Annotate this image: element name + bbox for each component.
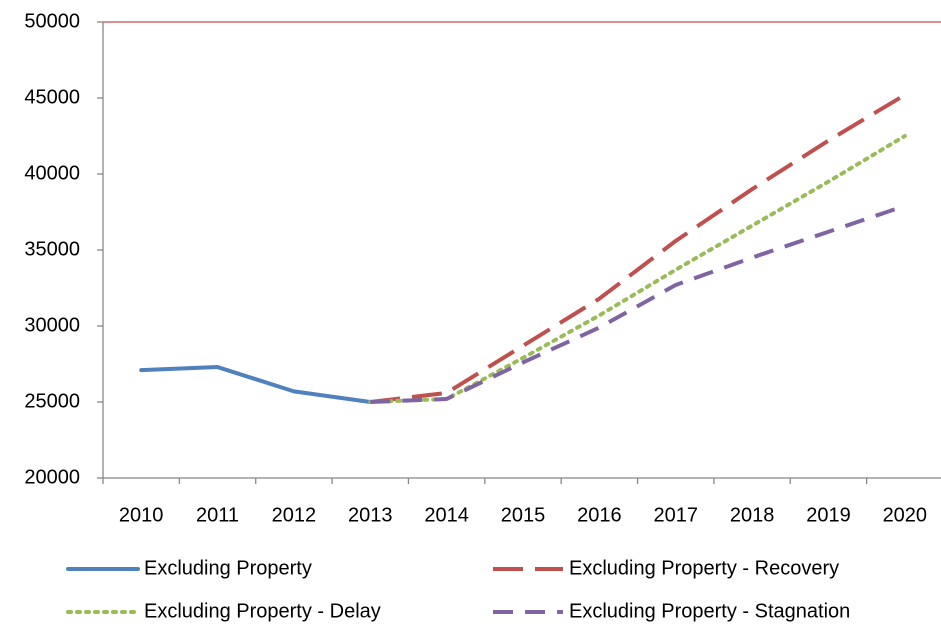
- legend-label: Excluding Property: [144, 557, 312, 579]
- y-tick-label: 25000: [24, 390, 80, 412]
- x-tick-label: 2020: [883, 504, 928, 526]
- legend-label: Excluding Property - Recovery: [569, 557, 839, 579]
- x-tick-label: 2019: [806, 504, 851, 526]
- x-tick-label: 2013: [348, 504, 393, 526]
- y-tick-label: 20000: [24, 466, 80, 488]
- y-tick-label: 50000: [24, 10, 80, 32]
- y-tick-label: 40000: [24, 162, 80, 184]
- y-tick-label: 45000: [24, 86, 80, 108]
- x-tick-label: 2014: [424, 504, 469, 526]
- x-tick-label: 2011: [196, 504, 239, 526]
- series-line: [368, 134, 907, 404]
- x-tick-label: 2015: [501, 504, 546, 526]
- x-tick-label: 2017: [653, 504, 698, 526]
- x-tick-label: 2018: [730, 504, 775, 526]
- y-tick-label: 35000: [24, 238, 80, 260]
- y-tick-label: 30000: [24, 314, 80, 336]
- x-tick-label: 2012: [272, 504, 317, 526]
- legend-label: Excluding Property - Delay: [144, 600, 381, 622]
- x-tick-label: 2010: [119, 504, 164, 526]
- x-tick-label: 2016: [577, 504, 622, 526]
- series-line: [139, 365, 373, 404]
- legend-label: Excluding Property - Stagnation: [569, 600, 850, 622]
- series-line: [370, 204, 906, 404]
- series-line: [370, 93, 906, 404]
